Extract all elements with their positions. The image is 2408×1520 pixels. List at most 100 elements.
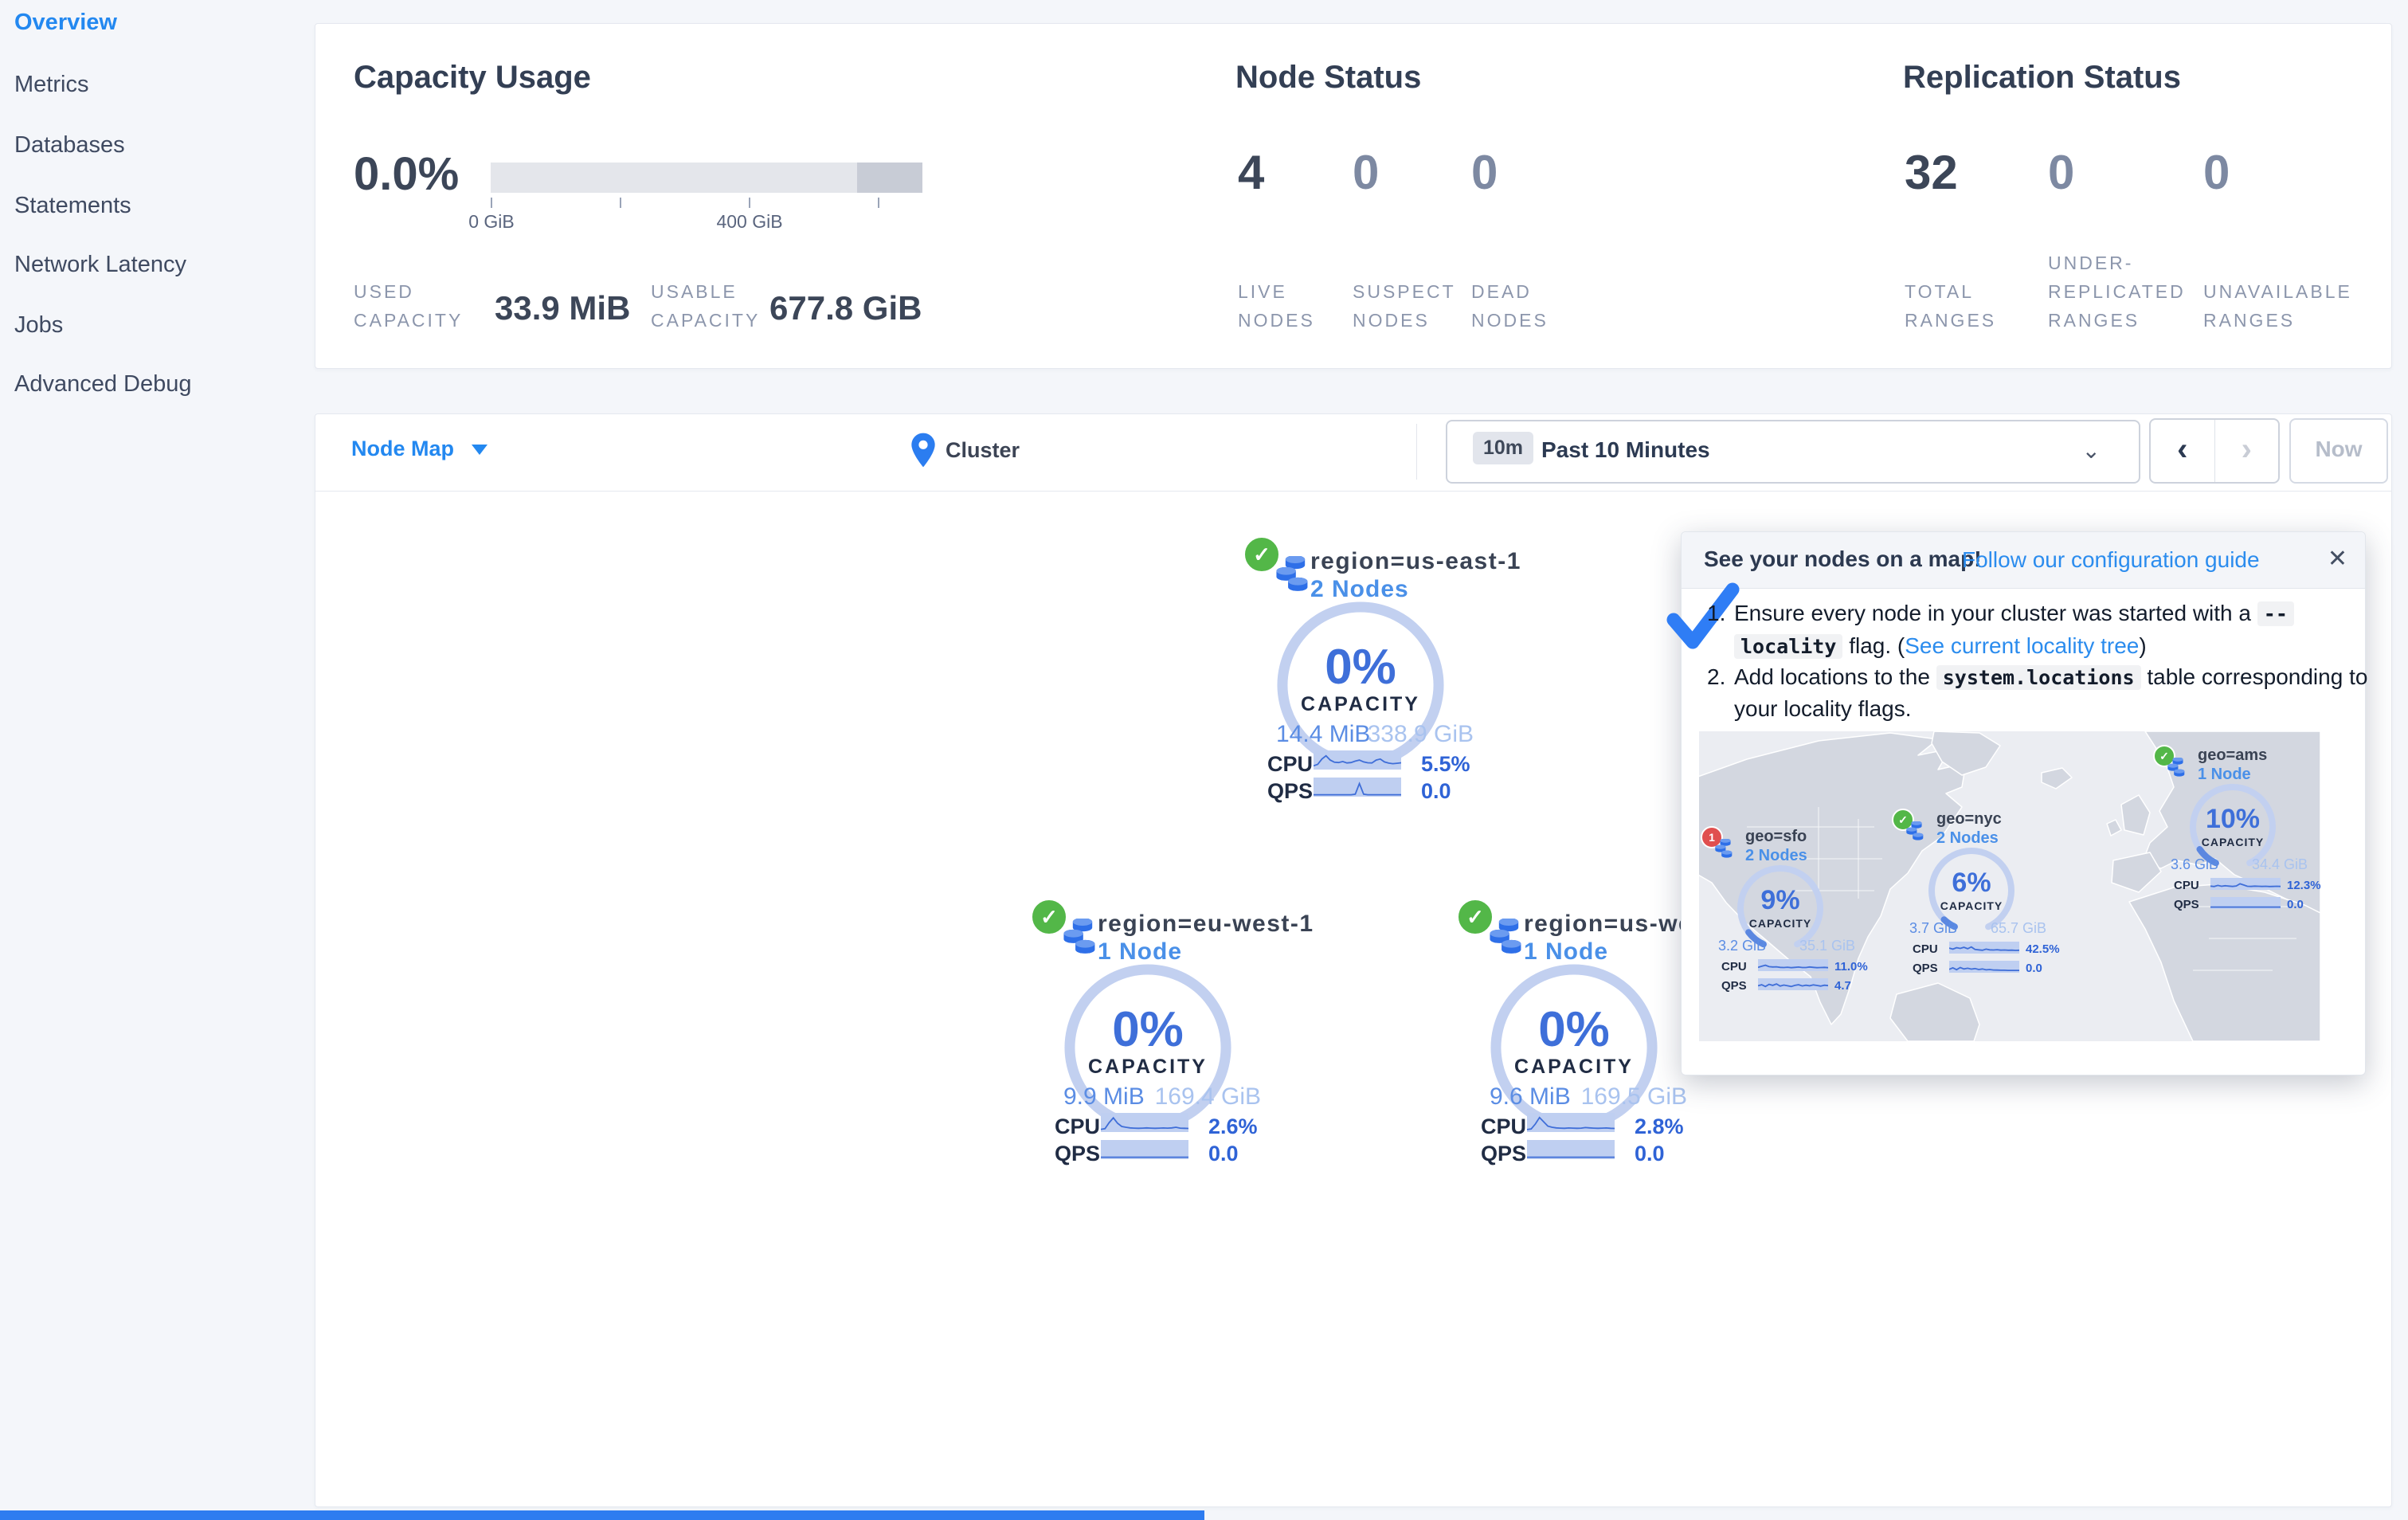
close-icon[interactable]: ✕ [2327, 546, 2347, 572]
region-locality-label: region=us-east-1 [1310, 548, 1521, 574]
tooltip-step-1-line-1: 1. Ensure every node in your cluster was … [1707, 601, 2294, 626]
gauge-percent: 6% [1952, 868, 1991, 898]
geo-locality-label: geo=sfo [1745, 828, 1807, 845]
cpu-sparkline [1757, 959, 1829, 971]
time-range-dropdown[interactable]: 10m Past 10 Minutes ⌄ [1446, 420, 2140, 484]
gauge-total-value: 65.7 GiB [1990, 920, 2046, 936]
step-text: table corresponding to [2140, 664, 2368, 689]
cpu-sparkline [1100, 1113, 1189, 1132]
region-group-region=us-east-1: ✓ region=us-east-1 2 Nodes 0% CAPACITY 14.4 M… [1243, 532, 1520, 807]
sidebar-item-jobs[interactable]: Jobs [14, 312, 64, 338]
time-prev-button[interactable]: ‹ [2151, 420, 2215, 482]
capacity-tick [749, 198, 750, 208]
qps-sparkline [1757, 978, 1829, 990]
capacity-gauge [2187, 781, 2279, 873]
healthy-check-icon: ✓ [1030, 898, 1068, 936]
region-nodes-link[interactable]: 2 Nodes [1310, 576, 1409, 602]
sidebar-item-statements[interactable]: Statements [14, 193, 131, 218]
step-number: 2. [1707, 664, 1726, 689]
gauge-total-value: 34.4 GiB [2251, 856, 2308, 872]
live-nodes-label: LIVE NODES [1238, 281, 1315, 331]
tooltip-step-2-line-1: 2. Add locations to the system.locations … [1707, 664, 2367, 690]
region-group-region=us-west-1: ✓ region=us-west-1 1 Node 0% CAPACITY 9.6 MiB… [1456, 895, 1739, 1169]
view-selector-dropdown[interactable]: Node Map [351, 437, 488, 461]
gauge-total-value: 35.1 GiB [1799, 938, 1855, 954]
capacity-bar [491, 163, 922, 193]
configuration-guide-link[interactable]: Follow our configuration guide [1962, 547, 2260, 572]
region-nodes-link[interactable]: 1 Node [1524, 938, 1609, 965]
gauge-percent: 10% [2205, 804, 2261, 834]
qps-sparkline [1527, 1140, 1615, 1159]
usable-capacity-label: USABLE CAPACITY [651, 281, 761, 331]
cpu-value: 12.3% [2287, 879, 2321, 892]
usable-capacity-value: 677.8 GiB [769, 289, 922, 327]
gauge-used-value: 9.6 MiB [1490, 1083, 1571, 1110]
geo-locality-label: geo=ams [2198, 746, 2268, 764]
region-nodes-link[interactable]: 1 Node [1098, 938, 1183, 965]
map-node-geo=ams: ✓ geo=ams 1 Node 10% CAPACITY 3.6 GiB 34.4 GiB… [2152, 743, 2343, 926]
capacity-usage-title: Capacity Usage [354, 60, 591, 95]
replication-status-title: Replication Status [1903, 60, 2181, 95]
capacity-gauge [1276, 601, 1445, 770]
total-ranges-label: TOTAL RANGES [1905, 281, 1997, 331]
qps-sparkline [2210, 897, 2281, 909]
database-nodes-icon [1273, 555, 1318, 597]
gauge-capacity-word: CAPACITY [2201, 836, 2265, 848]
suspect-nodes-label: SUSPECT NODES [1353, 281, 1456, 331]
sidebar-item-metrics[interactable]: Metrics [14, 72, 89, 97]
sidebar-item-overview[interactable]: Overview [14, 10, 117, 35]
time-nav-buttons: ‹ › [2149, 418, 2280, 484]
tooltip-title: See your nodes on a map! [1704, 546, 1982, 571]
database-nodes-icon [1060, 918, 1105, 960]
gauge-total-value: 169.5 GiB [1580, 1083, 1687, 1110]
step-text: your locality flags. [1734, 696, 1912, 721]
error-badge: 1 [1701, 826, 1723, 848]
horizontal-scrollbar[interactable] [0, 1510, 1204, 1520]
cpu-label: CPU [1721, 960, 1747, 974]
cpu-value: 5.5% [1421, 752, 1470, 776]
healthy-check-icon: ✓ [1892, 809, 1914, 831]
capacity-tick-label-400: 400 GiB [716, 211, 783, 232]
time-next-button[interactable]: › [2241, 432, 2252, 467]
sidebar-item-databases[interactable]: Databases [14, 132, 125, 158]
unavailable-label: UNAVAILABLE RANGES [2203, 281, 2352, 331]
cpu-label: CPU [1481, 1115, 1527, 1138]
total-ranges-count: 32 [1905, 146, 1958, 199]
locality-tree-link[interactable]: See current locality tree [1905, 633, 2140, 658]
breadcrumb[interactable]: Cluster [910, 432, 1020, 468]
toolbar-separator [1416, 424, 1417, 480]
suspect-nodes-count: 0 [1353, 146, 1380, 199]
capacity-tick-label-0: 0 GiB [468, 211, 515, 232]
capacity-gauge [1063, 963, 1232, 1132]
node-status-title: Node Status [1235, 60, 1422, 95]
sidebar-item-advanced-debug[interactable]: Advanced Debug [14, 371, 192, 397]
blue-check-icon [1666, 582, 1740, 649]
qps-sparkline [1314, 778, 1401, 797]
gauge-total-value: 338.9 GiB [1367, 721, 1474, 747]
gauge-used-value: 9.9 MiB [1063, 1083, 1145, 1110]
map-node-geo=sfo: 1 geo=sfo 2 Nodes 9% CAPACITY 3.2 GiB 35.1 GiB… [1699, 825, 1890, 1008]
code-chip: locality [1734, 634, 1843, 659]
cpu-value: 42.5% [2026, 942, 2060, 956]
qps-label: QPS [1267, 779, 1314, 803]
sidebar: Overview Metrics Databases Statements Ne… [0, 0, 315, 1520]
cpu-value: 2.6% [1208, 1115, 1258, 1138]
qps-value: 0.0 [1208, 1142, 1239, 1165]
gauge-capacity-word: CAPACITY [1940, 899, 2003, 912]
healthy-check-icon: ✓ [2153, 745, 2175, 767]
sidebar-item-network-latency[interactable]: Network Latency [14, 252, 186, 277]
cpu-sparkline [1948, 942, 2020, 954]
time-now-button[interactable]: Now [2289, 418, 2388, 484]
capacity-tick [878, 198, 879, 208]
chevron-down-icon: ⌄ [2081, 438, 2101, 463]
gauge-capacity-word: CAPACITY [1748, 917, 1812, 930]
capacity-gauge [1490, 963, 1658, 1132]
cpu-sparkline [1526, 1113, 1615, 1132]
qps-value: 0.0 [1635, 1142, 1665, 1165]
under-replicated-label: UNDER- REPLICATED RANGES [2048, 253, 2186, 331]
view-selector-label: Node Map [351, 437, 455, 460]
step-text: flag. ( [1842, 633, 1905, 658]
cpu-label: CPU [1913, 942, 1938, 956]
database-nodes-icon [1486, 918, 1531, 960]
cpu-sparkline [2210, 878, 2281, 890]
